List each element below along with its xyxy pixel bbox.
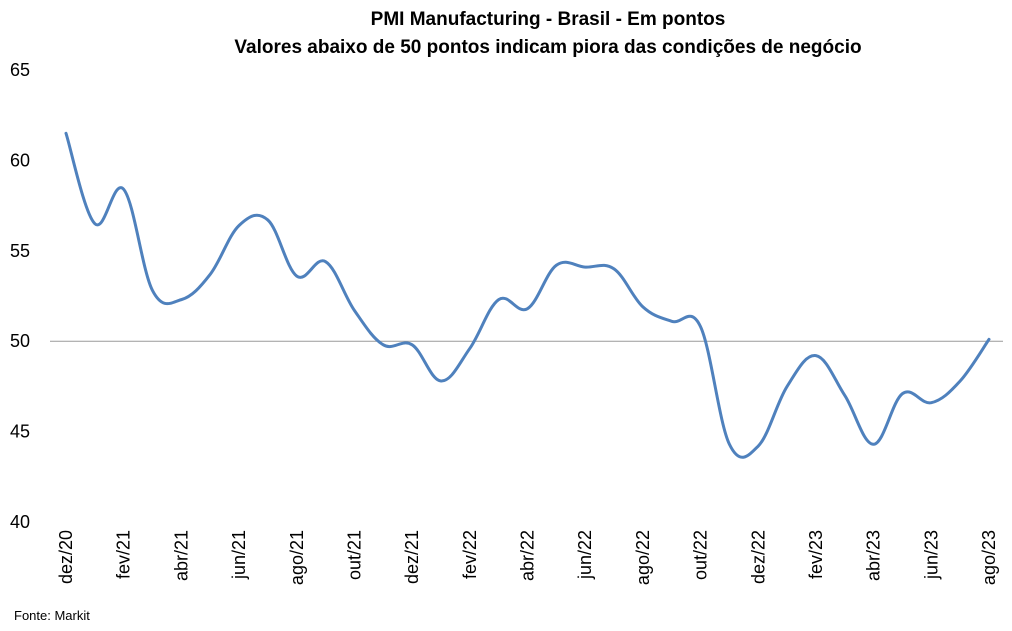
x-tick-label: ago/21 [287,530,307,585]
y-tick-label: 60 [10,150,30,170]
x-tick-label: jun/23 [921,530,941,580]
x-tick-label: jun/21 [229,530,249,580]
y-axis-tick-labels: 40 45 50 55 60 65 [10,60,30,532]
y-tick-label: 40 [10,512,30,532]
y-tick-label: 45 [10,422,30,442]
chart-title: PMI Manufacturing - Brasil - Em pontos [371,9,726,30]
x-tick-label: fev/22 [460,530,480,579]
x-axis-tick-labels: dez/20 fev/21 abr/21 jun/21 ago/21 out/21 dez/… [56,530,999,585]
x-tick-label: abr/22 [518,530,538,581]
x-tick-label: abr/21 [171,530,191,581]
y-tick-label: 50 [10,331,30,351]
x-tick-label: dez/20 [56,530,76,584]
x-tick-label: abr/23 [864,530,884,581]
x-tick-label: fev/21 [114,530,134,579]
x-tick-label: dez/22 [748,530,768,584]
source-note: Fonte: Markit [14,608,90,623]
x-tick-label: fev/23 [806,530,826,579]
x-tick-label: ago/23 [979,530,999,585]
y-tick-label: 65 [10,60,30,80]
x-tick-label: out/21 [344,530,364,580]
x-tick-label: ago/22 [633,530,653,585]
x-tick-label: jun/22 [575,530,595,580]
y-tick-label: 55 [10,241,30,261]
x-tick-label: out/22 [691,530,711,580]
chart-subtitle: Valores abaixo de 50 pontos indicam pior… [234,37,861,58]
series-line-pmi [64,131,991,459]
x-tick-label: dez/21 [402,530,422,584]
